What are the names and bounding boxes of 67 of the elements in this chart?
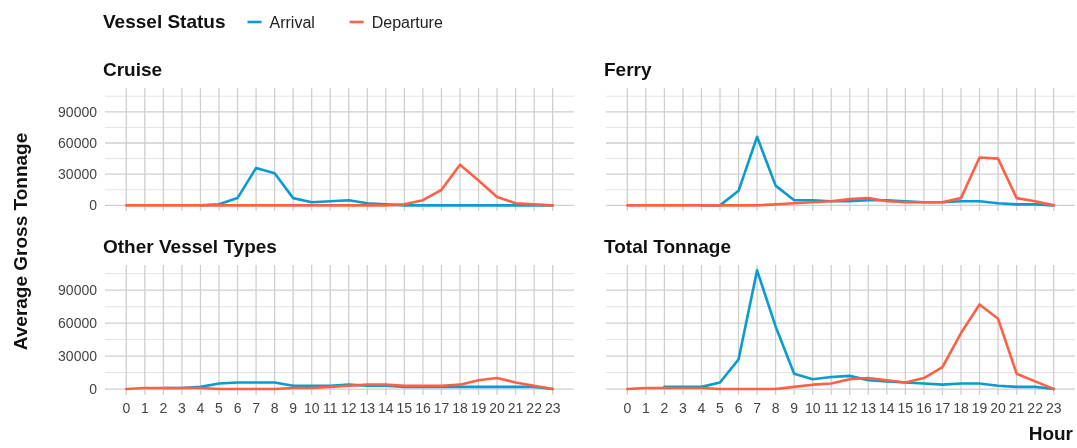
- y-tick-label: 30000: [58, 348, 98, 364]
- x-tick-label: 4: [697, 400, 706, 416]
- y-axis-title: Average Gross Tonnage: [10, 132, 31, 351]
- x-tick-label: 9: [289, 400, 298, 416]
- x-tick-label: 2: [660, 400, 669, 416]
- y-tick-label: 30000: [58, 166, 98, 183]
- y-tick-label: 90000: [58, 103, 98, 120]
- legend-title: Vessel Status: [103, 11, 226, 32]
- x-tick-label: 0: [122, 400, 131, 416]
- y-tick-label: 0: [89, 197, 98, 214]
- x-tick-label: 0: [623, 400, 632, 416]
- chart-title: Cruise: [103, 59, 163, 80]
- line-series: [125, 376, 554, 391]
- x-tick-label: 5: [716, 400, 725, 416]
- x-tick-label: 12: [841, 400, 858, 416]
- x-tick-label: 7: [753, 400, 762, 416]
- x-tick-label: 14: [879, 400, 895, 416]
- x-tick-label: 17: [433, 400, 450, 416]
- x-tick-label: 11: [322, 400, 338, 416]
- x-tick-label: 5: [215, 400, 224, 416]
- x-tick-label: 1: [140, 400, 149, 416]
- y-tick-label: 60000: [58, 315, 98, 332]
- x-tick-label: 7: [252, 400, 261, 416]
- x-tick-label: 8: [771, 400, 780, 416]
- x-tick-label: 13: [860, 400, 877, 416]
- x-tick-label: 20: [990, 400, 1007, 416]
- x-tick-label: 20: [489, 400, 506, 416]
- legend-label: Departure: [371, 14, 443, 31]
- x-tick-label: 16: [916, 400, 932, 416]
- x-tick-label: 2: [159, 400, 168, 416]
- x-tick-label: 15: [396, 400, 413, 416]
- x-tick-label: 16: [415, 400, 431, 416]
- chart-title: Total Tonnage: [604, 236, 732, 257]
- x-tick-label: 21: [507, 400, 524, 416]
- x-tick-label: 4: [196, 400, 205, 416]
- x-tick-label: 8: [270, 400, 279, 416]
- x-tick-label: 22: [526, 400, 543, 416]
- x-tick-label: 10: [804, 400, 821, 416]
- x-tick-label: 15: [897, 400, 914, 416]
- x-tick-label: 3: [679, 400, 688, 416]
- x-tick-label: 19: [971, 400, 988, 416]
- y-tick-label: 60000: [58, 134, 98, 151]
- chart-title: Other Vessel Types: [103, 236, 277, 257]
- x-tick-label: 9: [790, 400, 799, 416]
- x-tick-label: 22: [1027, 400, 1044, 416]
- x-tick-label: 11: [823, 400, 839, 416]
- x-tick-label: 10: [303, 400, 320, 416]
- x-tick-label: 18: [452, 400, 468, 416]
- x-tick-label: 17: [934, 400, 951, 416]
- y-tick-label: 0: [89, 380, 98, 397]
- y-tick-label: 90000: [58, 282, 98, 299]
- x-tick-label: 21: [1008, 400, 1025, 416]
- x-tick-label: 6: [233, 400, 242, 416]
- x-tick-label: 12: [340, 400, 357, 416]
- legend-label: Arrival: [269, 14, 315, 31]
- x-tick-label: 14: [378, 400, 394, 416]
- x-tick-label: 19: [470, 400, 487, 416]
- line-series: [125, 163, 554, 207]
- x-tick-label: 23: [1045, 400, 1062, 416]
- x-tick-label: 18: [953, 400, 969, 416]
- x-axis-title: Hour: [1028, 423, 1074, 444]
- x-tick-label: 3: [178, 400, 187, 416]
- x-tick-label: 6: [734, 400, 743, 416]
- x-tick-label: 23: [544, 400, 561, 416]
- x-tick-label: 13: [359, 400, 376, 416]
- x-tick-label: 1: [641, 400, 650, 416]
- chart-title: Ferry: [604, 59, 652, 80]
